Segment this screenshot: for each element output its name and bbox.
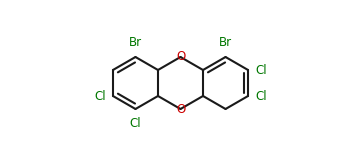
Text: Cl: Cl [94,89,106,102]
Text: O: O [176,102,185,116]
Text: O: O [176,50,185,64]
Text: Cl: Cl [255,64,267,77]
Text: Br: Br [129,36,142,49]
Text: Cl: Cl [255,89,267,102]
Text: Cl: Cl [130,117,141,130]
Text: Br: Br [219,36,232,49]
